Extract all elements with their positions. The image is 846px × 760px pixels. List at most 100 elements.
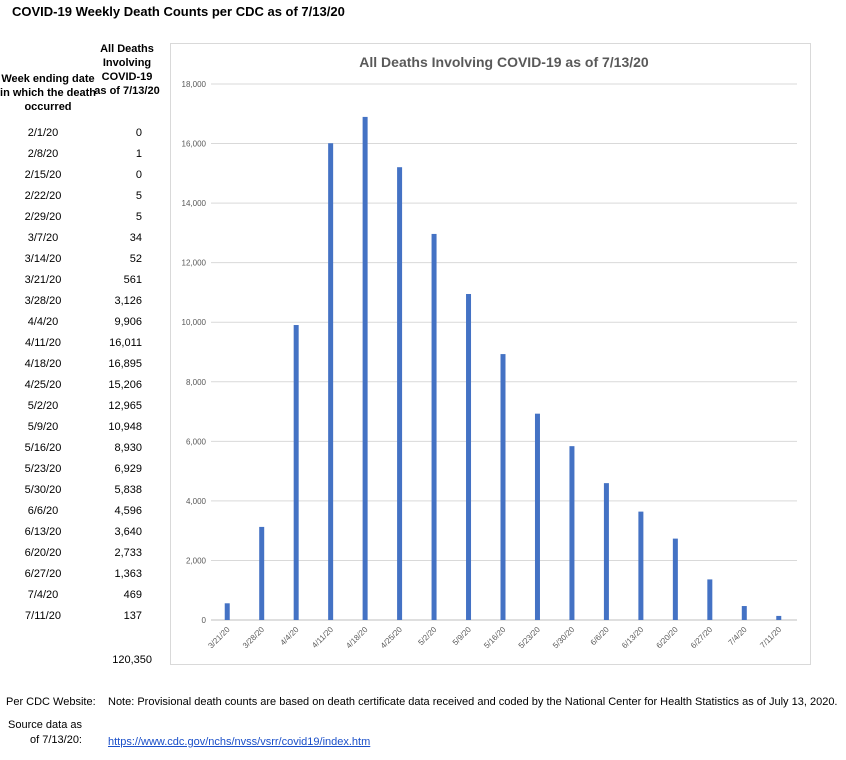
table-row: 5/9/20 10,948 — [0, 419, 170, 440]
table-row: 4/4/20 9,906 — [0, 314, 170, 335]
row-value: 561 — [123, 274, 142, 286]
table-row: 4/25/20 15,206 — [0, 377, 170, 398]
row-date: 6/20/20 — [24, 547, 62, 559]
bar — [569, 446, 575, 620]
row-value: 1 — [135, 148, 142, 160]
row-value: 12,965 — [108, 400, 142, 412]
table-header-deaths: All Deaths Involving COVID-19 as of 7/13… — [94, 43, 160, 97]
source-link[interactable]: https://www.cdc.gov/nchs/nvss/vsrr/covid… — [108, 736, 371, 748]
y-tick-label: 2,000 — [186, 556, 207, 565]
table-row: 2/1/20 0 — [0, 125, 170, 146]
bar — [741, 606, 747, 620]
row-date: 2/29/20 — [24, 211, 62, 223]
y-tick-label: 6,000 — [186, 437, 207, 446]
row-value: 3,126 — [114, 295, 142, 307]
bar — [328, 143, 334, 620]
row-date: 6/27/20 — [24, 568, 62, 580]
table-row: 5/16/20 8,930 — [0, 440, 170, 461]
table-row: 2/8/20 1 — [0, 146, 170, 167]
row-value: 9,906 — [114, 316, 142, 328]
row-date: 3/7/20 — [27, 232, 59, 244]
row-date: 6/6/20 — [27, 505, 59, 517]
x-tick-label: 5/30/20 — [551, 625, 577, 651]
row-value: 469 — [123, 589, 142, 601]
row-value: 16,011 — [109, 337, 142, 349]
row-date: 3/14/20 — [24, 253, 62, 265]
table-row: 6/20/20 2,733 — [0, 545, 170, 566]
bar — [638, 511, 644, 620]
x-tick-label: 6/27/20 — [689, 625, 715, 651]
row-date: 4/4/20 — [27, 316, 59, 328]
bar — [224, 603, 230, 620]
row-value: 10,948 — [108, 421, 142, 433]
footer-source-label: Source data as of 7/13/20: — [8, 719, 82, 746]
table-row: 3/7/20 34 — [0, 230, 170, 251]
chart-title: All Deaths Involving COVID-19 as of 7/13… — [359, 54, 649, 70]
bar — [431, 233, 437, 621]
row-date: 5/23/20 — [24, 463, 62, 475]
row-value: 8,930 — [114, 442, 142, 454]
row-value: 2,733 — [114, 547, 142, 559]
bar — [534, 413, 540, 620]
row-value: 5 — [135, 190, 142, 202]
y-tick-label: 18,000 — [182, 80, 207, 89]
table-row: 7/11/20 137 — [0, 608, 170, 629]
y-tick-label: 0 — [202, 616, 207, 625]
table-row: 3/21/20 561 — [0, 272, 170, 293]
row-value: 3,640 — [114, 526, 142, 538]
table-row: 2/15/20 0 — [0, 167, 170, 188]
bar — [672, 538, 678, 620]
bar — [776, 615, 782, 620]
x-tick-label: 4/25/20 — [379, 625, 405, 651]
x-tick-label: 6/20/20 — [655, 625, 681, 651]
x-tick-label: 6/13/20 — [620, 625, 646, 651]
bar — [293, 325, 299, 620]
row-date: 3/28/20 — [24, 295, 62, 307]
x-tick-label: 5/16/20 — [482, 625, 508, 651]
row-value: 1,363 — [114, 568, 142, 580]
data-table: 2/1/20 0 2/8/20 1 2/15/20 0 2/22/20 5 2/29/20 5 3/… — [0, 125, 170, 629]
x-tick-label: 5/2/20 — [416, 625, 438, 647]
bar — [707, 579, 713, 620]
footer-note: Note: Provisional death counts are based… — [108, 696, 838, 708]
x-tick-label: 5/9/20 — [451, 625, 473, 647]
bar — [466, 293, 472, 620]
row-date: 2/22/20 — [24, 190, 62, 202]
row-date: 2/15/20 — [24, 169, 62, 181]
row-date: 7/4/20 — [27, 589, 59, 601]
bar — [259, 526, 265, 620]
row-value: 137 — [123, 610, 142, 622]
bar — [603, 483, 609, 620]
row-date: 5/30/20 — [24, 484, 62, 496]
row-date: 4/25/20 — [24, 379, 62, 391]
x-tick-label: 4/11/20 — [310, 625, 335, 650]
row-date: 5/2/20 — [27, 400, 59, 412]
table-row: 6/13/20 3,640 — [0, 524, 170, 545]
y-tick-label: 12,000 — [182, 259, 207, 268]
row-date: 5/9/20 — [27, 421, 59, 433]
footer-website-label: Per CDC Website: — [6, 696, 96, 708]
table-header-week: Week ending date in which the death occu… — [0, 73, 96, 113]
table-row: 6/6/20 4,596 — [0, 503, 170, 524]
y-tick-label: 14,000 — [182, 199, 207, 208]
table-row: 5/30/20 5,838 — [0, 482, 170, 503]
y-tick-label: 16,000 — [182, 140, 207, 149]
row-date: 2/8/20 — [27, 148, 59, 160]
bar — [362, 116, 368, 620]
x-tick-label: 4/18/20 — [344, 625, 370, 651]
bar-chart: All Deaths Involving COVID-19 as of 7/13… — [182, 54, 797, 651]
row-date: 6/13/20 — [24, 526, 62, 538]
row-value: 0 — [135, 169, 142, 181]
page-title: COVID-19 Weekly Death Counts per CDC as … — [12, 4, 345, 19]
row-value: 5,838 — [114, 484, 142, 496]
x-tick-label: 4/4/20 — [278, 625, 300, 647]
y-tick-label: 8,000 — [186, 378, 207, 387]
y-tick-label: 4,000 — [186, 497, 207, 506]
row-date: 4/18/20 — [24, 358, 62, 370]
table-row: 3/28/20 3,126 — [0, 293, 170, 314]
row-value: 4,596 — [114, 505, 142, 517]
row-value: 6,929 — [114, 463, 142, 475]
y-tick-label: 10,000 — [182, 318, 207, 327]
row-value: 0 — [135, 127, 142, 139]
x-tick-label: 6/6/20 — [589, 625, 611, 647]
